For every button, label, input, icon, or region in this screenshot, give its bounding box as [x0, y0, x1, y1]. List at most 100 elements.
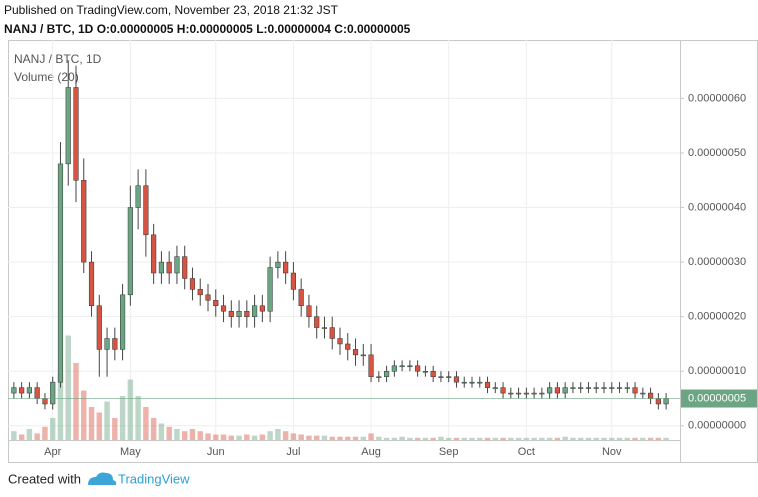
- candle-body: [531, 392, 537, 395]
- candle-body: [120, 294, 126, 350]
- candle-body: [523, 392, 529, 395]
- candle-body: [329, 327, 335, 339]
- volume-bar: [150, 418, 157, 440]
- x-tick-label: Nov: [602, 446, 622, 458]
- candle-body: [407, 365, 413, 368]
- candle-body: [640, 392, 646, 395]
- volume-bar: [96, 412, 103, 440]
- candle-body: [321, 327, 328, 329]
- candle-body: [151, 234, 157, 274]
- volume-bar: [259, 434, 266, 440]
- volume-bar: [500, 437, 506, 440]
- volume-bar: [593, 437, 599, 440]
- volume-bar: [321, 435, 328, 440]
- volume-bar: [135, 396, 141, 440]
- x-tick-label: May: [120, 446, 141, 458]
- candle-body: [547, 387, 553, 394]
- volume-bar: [220, 434, 227, 440]
- volume-bar: [632, 437, 638, 440]
- volume-bar: [546, 437, 553, 440]
- candle-body: [73, 87, 79, 181]
- volume-bar: [647, 437, 654, 440]
- footer-brand: TradingView: [118, 471, 190, 486]
- x-tick-label: Jul: [286, 446, 300, 458]
- candle-body: [205, 294, 211, 301]
- candle-body: [624, 387, 630, 389]
- volume-bar: [298, 434, 304, 440]
- volume-bar: [174, 429, 180, 440]
- candle-body: [88, 261, 95, 307]
- volume-bar: [554, 437, 561, 440]
- candle-body: [197, 289, 203, 296]
- candle-body: [259, 305, 265, 312]
- volume-bar: [127, 379, 134, 440]
- volume-bar: [18, 434, 25, 440]
- candle-body: [663, 398, 669, 405]
- candle-body: [42, 398, 48, 405]
- candle-body: [593, 387, 599, 389]
- candle-body: [174, 256, 180, 274]
- symbol: NANJ / BTC, 1D: [4, 22, 94, 36]
- volume-bar: [181, 431, 188, 440]
- volume-bar: [282, 431, 289, 440]
- volume-bar: [422, 437, 429, 440]
- candle-body: [539, 392, 545, 395]
- candle-body: [34, 387, 40, 399]
- plot: [8, 40, 680, 440]
- candle-body: [228, 310, 234, 317]
- candle-body: [391, 365, 397, 372]
- candle-body: [492, 387, 498, 389]
- candle-body: [11, 387, 17, 394]
- y-tick-label: 0.00000010: [688, 365, 746, 377]
- candle-body: [244, 310, 250, 317]
- candle-body: [360, 354, 366, 357]
- volume-bar: [376, 436, 382, 440]
- candle-body: [648, 392, 654, 399]
- last-price-badge: [681, 389, 757, 408]
- volume-bar: [391, 437, 398, 440]
- last-price-label: 0.00000005: [688, 392, 746, 404]
- volume-bar: [562, 436, 568, 440]
- x-tick-label: Apr: [44, 446, 61, 458]
- volume-bar: [337, 436, 343, 440]
- candle-body: [352, 349, 359, 356]
- candle-body: [453, 376, 460, 383]
- y-tick-label: 0.00000050: [688, 147, 746, 159]
- ohlc-key: H:: [176, 22, 190, 36]
- volume-bar: [453, 437, 460, 440]
- volume-bar: [290, 433, 297, 440]
- candle-body: [477, 381, 483, 384]
- volume-bar: [329, 436, 335, 440]
- volume-bar: [515, 437, 522, 440]
- volume-bar: [577, 437, 584, 440]
- candle-body: [337, 338, 343, 345]
- volume-bar: [104, 401, 110, 440]
- volume-legend: Volume (20): [14, 70, 79, 84]
- volume-bar: [523, 437, 530, 440]
- volume-bar: [313, 435, 320, 440]
- volume-bar: [88, 407, 95, 440]
- volume-bar: [508, 437, 514, 440]
- volume-bar: [570, 437, 576, 440]
- volume-bar: [616, 437, 623, 440]
- candle-body: [415, 365, 421, 372]
- candle-body: [516, 392, 522, 395]
- candle-body: [252, 305, 258, 317]
- ohlc-key: C:: [334, 22, 347, 36]
- volume-bar: [166, 426, 172, 440]
- brand-logo: [88, 472, 117, 485]
- x-tick-label: Oct: [518, 446, 535, 458]
- ohlc-key: O:: [96, 22, 111, 36]
- candle-body: [430, 370, 436, 377]
- candle-body: [50, 381, 56, 405]
- volume-bar: [383, 437, 390, 440]
- candle-body: [283, 261, 289, 274]
- volume-bar: [205, 433, 211, 440]
- candle-body: [290, 272, 296, 290]
- candle-body: [81, 179, 87, 263]
- ohlc-key: L:: [256, 22, 268, 36]
- candle-body: [616, 387, 623, 389]
- ohlc-value: 0.00000005: [346, 22, 411, 36]
- volume-bar: [352, 436, 359, 440]
- volume-bar: [663, 437, 669, 440]
